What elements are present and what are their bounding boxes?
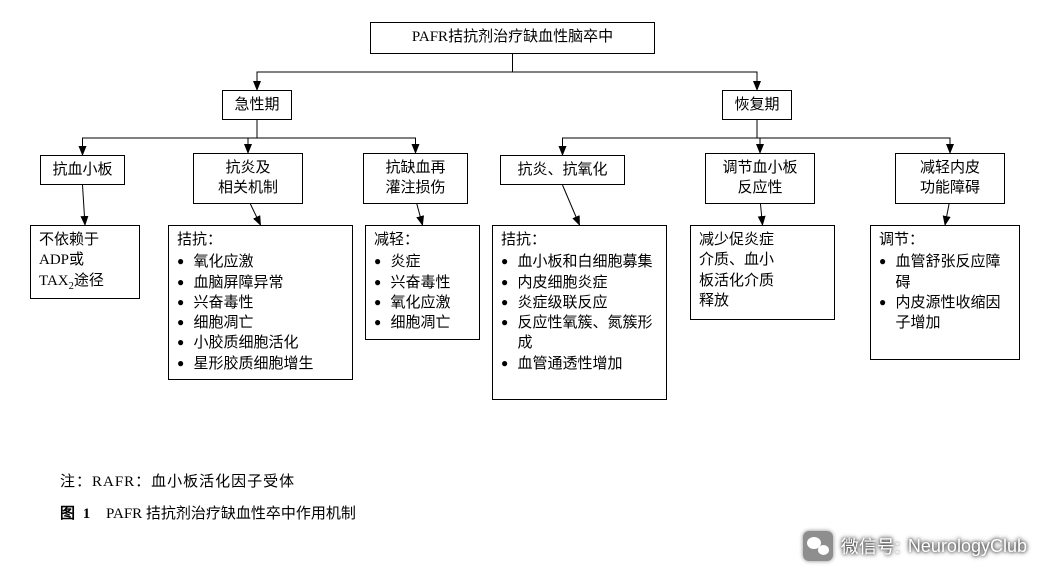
footnote-text: 注：RAFR：血小板活化因子受体 [60,474,295,490]
node-antiplatelet: 抗血小板 [40,155,125,185]
watermark-label: 微信号: [841,533,900,559]
node-antiinflammatory-detail: 拮抗：氧化应激血脑屏障异常兴奋毒性细胞凋亡小胶质细胞活化星形胶质细胞增生 [168,225,353,380]
watermark: 微信号: NeurologyClub [803,531,1027,561]
footnote: 注：RAFR：血小板活化因子受体 [60,470,295,491]
node-endothelial-dysfunc-detail: 调节：血管舒张反应障碍内皮源性收缩因子增加 [870,225,1020,360]
node-recovery-phase: 恢复期 [722,90,792,120]
wechat-icon [803,531,833,561]
node-antiinflam-antiox: 抗炎、抗氧化 [500,155,625,185]
node-root: PAFR拮抗剂治疗缺血性脑卒中 [370,22,655,54]
figure-number: 图 1 [60,506,92,522]
node-root-label: PAFR拮抗剂治疗缺血性脑卒中 [412,29,613,45]
node-acute-label: 急性期 [234,97,279,113]
node-antiinflam-antiox-detail: 拮抗：血小板和白细胞募集内皮细胞炎症炎症级联反应反应性氧簇、氮簇形成血管通透性增… [492,225,667,400]
node-antiplatelet-detail: 不依赖于ADP或TAX2途径 [30,225,140,299]
node-recov-label: 恢复期 [734,97,779,113]
node-antireperfusion: 抗缺血再灌注损伤 [363,153,468,204]
node-antiinflammatory: 抗炎及相关机制 [193,153,303,204]
node-platelet-reactivity: 调节血小板反应性 [705,153,815,204]
watermark-value: NeurologyClub [908,536,1027,557]
node-platelet-reactivity-detail: 减少促炎症介质、血小板活化介质释放 [690,225,835,320]
node-antireperfusion-detail: 减轻：炎症兴奋毒性氧化应激细胞凋亡 [365,225,480,340]
figure-caption-text: PAFR 拮抗剂治疗缺血性卒中作用机制 [106,506,356,522]
figure-caption: 图 1 PAFR 拮抗剂治疗缺血性卒中作用机制 [60,502,356,523]
node-acute-phase: 急性期 [222,90,292,120]
node-endothelial-dysfunc: 减轻内皮功能障碍 [895,153,1005,204]
